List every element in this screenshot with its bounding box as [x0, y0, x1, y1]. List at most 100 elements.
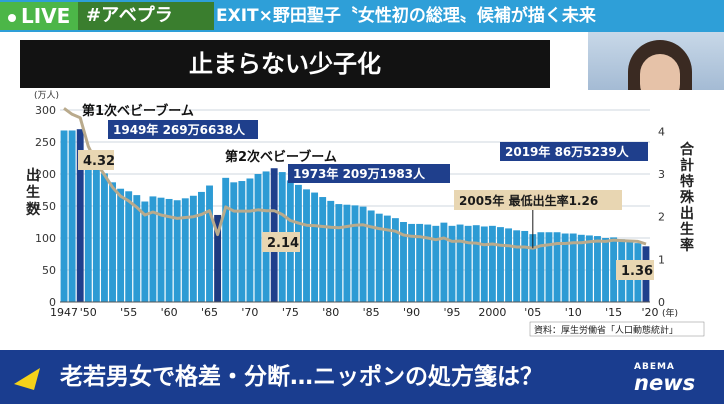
boom1-title: 第1次ベビーブーム	[82, 103, 194, 119]
rate-2019: 1.36	[621, 264, 653, 279]
bar-1947	[60, 130, 68, 302]
bar-1957	[141, 201, 149, 302]
bar-1960	[165, 198, 173, 302]
y-tick-label: 150	[35, 200, 56, 213]
lowest-rate-box	[454, 190, 622, 210]
top-banner: LIVE #アベプラ EXIT×野田聖子〝女性初の総理〟候補が描く未来	[0, 0, 724, 32]
y-tick-label: 250	[35, 136, 56, 149]
bar-1953	[109, 182, 116, 302]
bar-1966	[214, 214, 222, 302]
x-tick-label: '65	[201, 306, 218, 319]
logo-brand-top: ABEMA	[634, 362, 675, 372]
bar-1952	[101, 173, 108, 302]
source-label: 資料：厚生労働省「人口動態統計」	[534, 324, 678, 336]
bar-1965	[206, 185, 213, 302]
bar-1970	[246, 178, 254, 302]
bar-1977	[303, 189, 310, 302]
bar-1955	[125, 191, 133, 302]
x-tick-label: '80	[322, 306, 339, 319]
x-tick-label: '50	[80, 306, 97, 319]
source-box	[529, 321, 705, 337]
lowest-rate: 2005年 最低出生率1.26	[459, 193, 598, 208]
x-tick-label: '15	[605, 306, 622, 319]
bar-1979	[319, 197, 327, 302]
bar-2001	[497, 227, 504, 302]
rate-1949: 4.32	[83, 154, 115, 169]
y-axis-title-char: 数	[26, 201, 41, 218]
bar-1958	[149, 196, 157, 302]
y-tick-label: 0	[49, 296, 56, 309]
y-axis-title-char: 出	[26, 167, 40, 184]
bar-1982	[343, 204, 351, 302]
bar-1984	[359, 206, 367, 302]
bar-1987	[383, 215, 391, 302]
bottom-caption: 老若男女で格差・分断…ニッポンの処方箋は？	[60, 364, 543, 390]
rate-2019-box	[616, 260, 654, 280]
bar-2002	[505, 228, 513, 302]
bar-2009	[561, 233, 569, 302]
bar-2015	[610, 237, 618, 302]
y2-axis-title-char: 出	[680, 205, 694, 222]
bar-2012	[585, 235, 593, 302]
bar-1969	[238, 181, 246, 302]
boom2-title: 第2次ベビーブーム	[225, 149, 337, 165]
bar-2006	[537, 232, 545, 302]
hashtag-label: #アベプラ	[78, 2, 214, 30]
bar-1980	[327, 200, 335, 302]
live-badge: LIVE	[0, 2, 78, 30]
y2-axis-title-char: 率	[680, 237, 694, 254]
birth-chart-svg: 05010015020025030001234(万人)出生数合計特殊出生率194…	[26, 90, 705, 337]
bar-1961	[173, 200, 181, 302]
bar-1954	[117, 188, 125, 302]
boom1-detail: 1949年 269万6638人	[113, 122, 246, 137]
x-tick-label: '05	[524, 306, 541, 319]
bar-1963	[189, 195, 197, 302]
bar-1959	[157, 197, 165, 302]
latest-detail-box	[500, 142, 648, 161]
x-tick-label: '95	[443, 306, 460, 319]
boom2-detail: 1973年 209万1983人	[293, 166, 426, 181]
x-tick-label: '55	[120, 306, 137, 319]
bar-2005	[529, 234, 537, 302]
bar-2014	[602, 238, 609, 302]
y2-tick-label: 0	[658, 296, 665, 309]
y2-tick-label: 2	[658, 211, 665, 224]
abema-news-logo: ABEMA news	[634, 362, 720, 400]
bar-1998	[472, 225, 480, 302]
bar-1950	[84, 152, 92, 302]
y2-tick-label: 4	[658, 125, 665, 138]
y-tick-label: 200	[35, 168, 56, 181]
bar-1956	[133, 195, 141, 302]
x-tick-label: '75	[282, 306, 299, 319]
x-tick-label: 2000	[478, 306, 506, 319]
boom2-detail-box	[288, 164, 450, 183]
x-unit-label: (年)	[662, 307, 678, 319]
bar-1990	[408, 223, 416, 302]
chart-title-bar: 止まらない少子化	[20, 40, 550, 88]
x-tick-label: '70	[241, 306, 258, 319]
bar-1993	[432, 225, 440, 302]
rate-1973: 2.14	[267, 236, 299, 251]
y-tick-label: 50	[42, 264, 56, 277]
bar-2000	[488, 225, 496, 302]
boom1-detail-box	[108, 120, 258, 139]
y-tick-label: 300	[35, 104, 56, 117]
x-tick-label: '60	[161, 306, 178, 319]
bar-1989	[400, 222, 407, 302]
bar-2003	[513, 230, 521, 302]
y-unit-label: (万人)	[34, 90, 59, 101]
bar-2004	[521, 230, 529, 302]
fertility-rate-line	[63, 107, 647, 250]
y-tick-label: 100	[35, 232, 56, 245]
bar-1967	[222, 177, 230, 302]
bar-1951	[92, 165, 100, 302]
x-tick-label: 1947	[50, 306, 78, 319]
x-tick-label: '85	[363, 306, 380, 319]
y2-axis-title-char: 計	[680, 157, 694, 174]
program-title: EXIT×野田聖子〝女性初の総理〟候補が描く未来	[216, 6, 596, 26]
bar-1988	[391, 218, 399, 302]
bar-2008	[553, 232, 561, 302]
bar-1983	[351, 205, 359, 302]
bar-2010	[569, 233, 577, 302]
bar-1949	[76, 129, 84, 302]
